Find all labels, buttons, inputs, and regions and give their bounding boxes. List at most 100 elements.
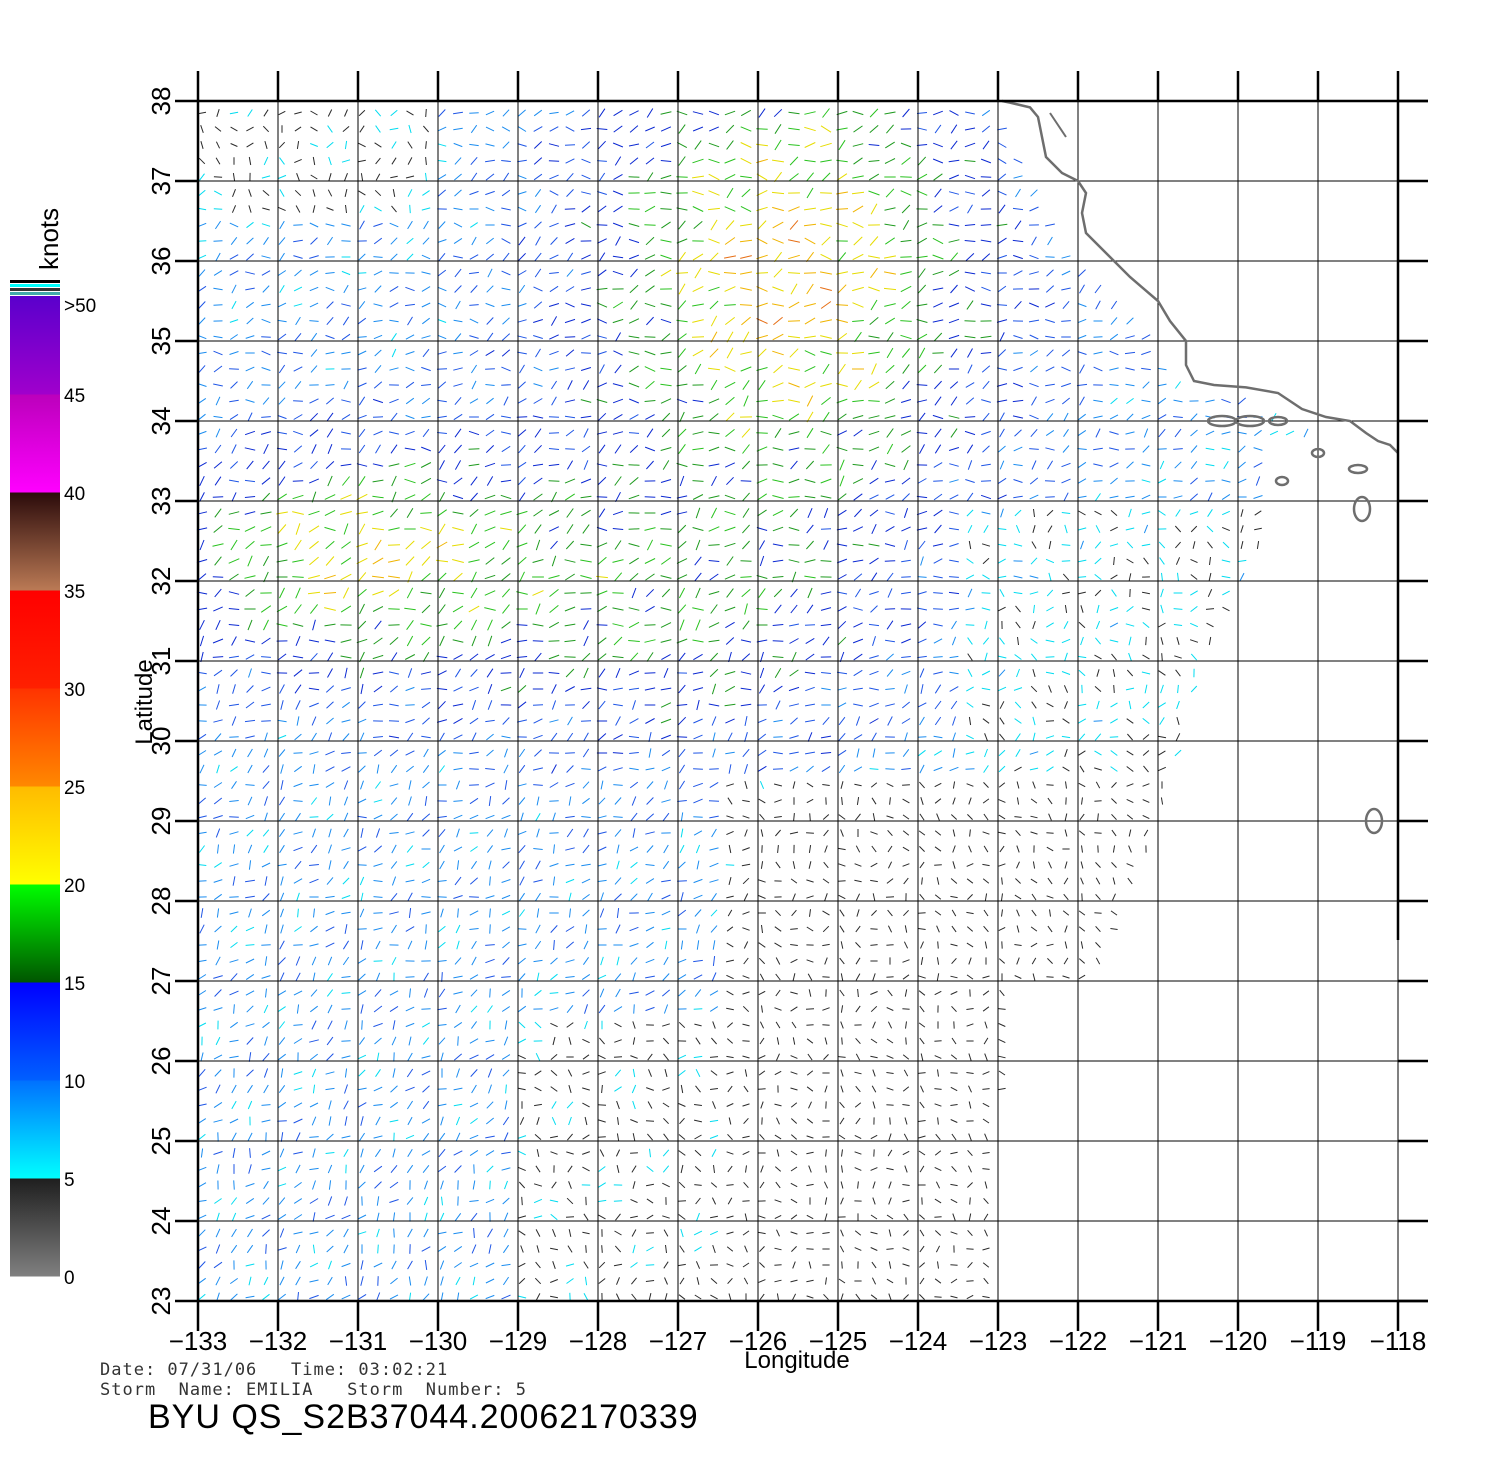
wind-vector [809, 813, 811, 821]
wind-vector [854, 783, 862, 787]
wind-vector [231, 716, 237, 726]
wind-vector [502, 252, 510, 262]
wind-vector [885, 364, 895, 374]
wind-vector [502, 109, 510, 117]
wind-vector [504, 828, 508, 838]
wind-vector [888, 1133, 892, 1141]
wind-vector [535, 539, 541, 551]
wind-vector [727, 797, 733, 805]
wind-vector [373, 927, 383, 931]
colorbar-tick-label: 30 [64, 680, 85, 701]
colorbar-band [10, 296, 60, 395]
wind-vector [422, 717, 430, 725]
wind-vector [726, 1246, 734, 1252]
wind-vector [564, 223, 576, 227]
wind-vector [708, 431, 720, 435]
wind-vector [629, 652, 639, 662]
wind-vector [661, 428, 671, 438]
wind-vector [307, 591, 321, 595]
wind-vector [200, 141, 204, 149]
wind-vector [310, 925, 318, 933]
wind-vector [694, 989, 702, 997]
wind-vector [950, 1198, 958, 1204]
wind-vector [406, 587, 414, 599]
wind-vector [519, 571, 525, 583]
wind-vector [613, 173, 623, 181]
wind-vector [1113, 556, 1115, 566]
wind-vector [869, 687, 879, 691]
wind-vector [1012, 239, 1024, 243]
wind-vector [932, 287, 944, 291]
wind-vector [214, 1198, 222, 1204]
wind-vector [438, 988, 446, 998]
wind-vector [868, 543, 880, 547]
wind-vector [1031, 909, 1037, 917]
wind-vector [1014, 944, 1022, 946]
wind-vector [1157, 397, 1167, 405]
wind-vector [645, 878, 655, 884]
wind-vector [421, 572, 431, 582]
wind-vector [487, 635, 493, 647]
wind-vector [724, 110, 736, 116]
wind-vector [885, 380, 895, 390]
wind-vector [1095, 525, 1101, 533]
wind-vector [373, 845, 383, 853]
wind-vector [918, 1072, 926, 1074]
wind-vector [518, 1181, 526, 1189]
wind-vector [630, 812, 638, 822]
wind-vector [951, 1037, 957, 1045]
wind-vector [343, 1100, 349, 1110]
wind-vector [886, 815, 894, 819]
wind-vector [549, 367, 559, 371]
wind-vector [1079, 813, 1085, 821]
wind-vector [917, 364, 927, 374]
wind-vector [997, 349, 1007, 357]
wind-vector [518, 109, 526, 117]
wind-vector [423, 220, 429, 230]
wind-vector [1063, 492, 1069, 502]
wind-vector [387, 559, 401, 563]
wind-vector [359, 732, 365, 742]
wind-vector [852, 143, 864, 147]
wind-vector [934, 444, 942, 454]
wind-vector [469, 896, 479, 898]
wind-vector [724, 381, 736, 389]
wind-vector [949, 206, 959, 212]
wind-vector [407, 1260, 413, 1270]
wind-vector [901, 300, 911, 310]
wind-vector [452, 527, 464, 531]
wind-vector [934, 684, 942, 694]
wind-vector [632, 1037, 636, 1045]
wind-vector [772, 382, 784, 388]
wind-vector [868, 400, 880, 402]
wind-vector [536, 1149, 540, 1157]
wind-vector [820, 430, 832, 436]
wind-vector [630, 957, 638, 965]
wind-vector [1190, 590, 1198, 596]
wind-vector [293, 1038, 303, 1044]
wind-vector [840, 1293, 844, 1301]
wind-vector [757, 733, 767, 741]
wind-vector [230, 126, 238, 132]
wind-vector [744, 1245, 748, 1253]
wind-vector [262, 1052, 270, 1062]
wind-vector [324, 526, 336, 532]
wind-vector [726, 1038, 734, 1044]
wind-vector [644, 687, 656, 691]
wind-vector [964, 174, 976, 180]
wind-vector [708, 158, 720, 164]
wind-vector [261, 1119, 271, 1123]
wind-vector [772, 221, 784, 229]
wind-vector [806, 1118, 814, 1124]
wind-vector [1207, 492, 1213, 502]
wind-vector [709, 781, 719, 789]
wind-vector [405, 334, 415, 340]
wind-vector [806, 765, 814, 773]
wind-vector [981, 543, 991, 547]
wind-vector [660, 607, 672, 611]
wind-vector [309, 540, 319, 550]
wind-vector [1045, 735, 1055, 739]
wind-vector [552, 1261, 556, 1269]
wind-vector [791, 571, 797, 583]
wind-vector [997, 254, 1007, 260]
